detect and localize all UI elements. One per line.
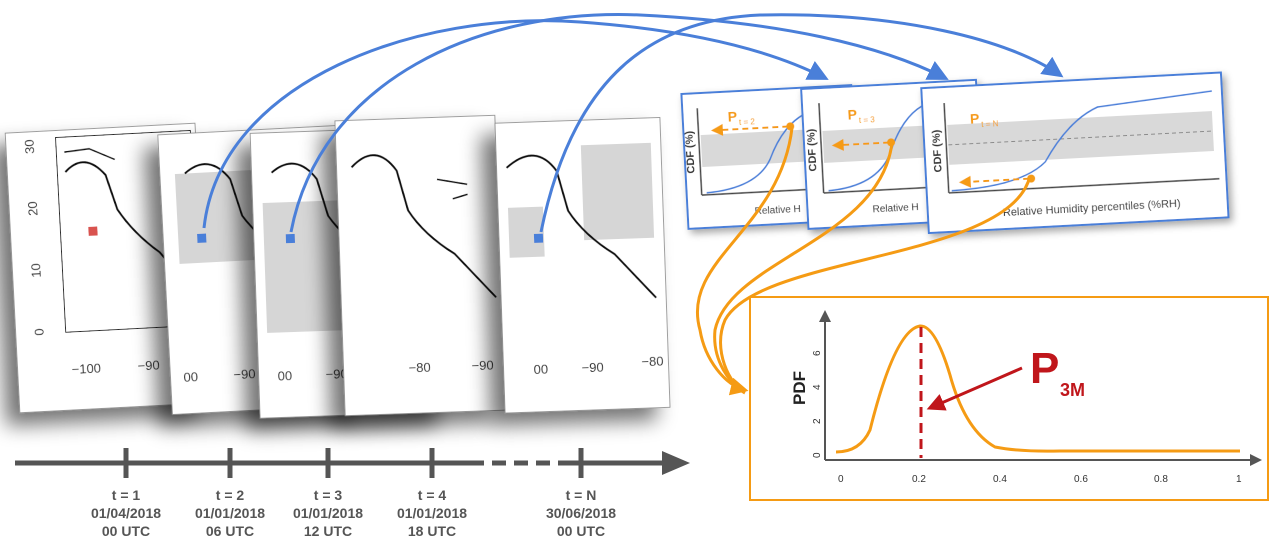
lon-tick: −100 xyxy=(71,360,101,377)
pdf-panel: PDF 0 2 4 6 0 0.2 0.4 0.6 0.8 1 P 3M xyxy=(749,296,1269,501)
p3m-arrow xyxy=(926,366,1023,411)
timeline-date: 30/06/2018 xyxy=(546,505,616,521)
p3m-label: P xyxy=(1030,344,1059,393)
timeline-t: t = N xyxy=(566,487,597,503)
pdf-y-tick: 0 xyxy=(812,452,823,458)
pdf-curve xyxy=(835,324,1240,454)
orange-arrows xyxy=(696,127,1032,396)
pdf-x-tick: 0.4 xyxy=(993,474,1007,485)
timeline-time: 06 UTC xyxy=(206,523,254,539)
timeline-date: 01/01/2018 xyxy=(293,505,363,521)
cdf-y-axis xyxy=(943,103,950,193)
cdf-p-label: P xyxy=(847,106,857,122)
pdf-x-tick: 0.8 xyxy=(1154,474,1168,485)
cdf-ylabel: CDF (%) xyxy=(930,129,944,173)
cdf-p-label: P xyxy=(727,108,737,124)
pdf-x-tick: 0 xyxy=(838,474,844,485)
timeline-t: t = 4 xyxy=(418,487,447,503)
lon-tick: −90 xyxy=(233,366,256,382)
pdf-ylabel: PDF xyxy=(790,371,809,405)
lon-tick: −90 xyxy=(581,360,604,376)
cdf-y-axis xyxy=(818,103,825,194)
timeline-time: 00 UTC xyxy=(557,523,605,539)
lon-tick: 00 xyxy=(277,368,292,383)
timeline-t: t = 2 xyxy=(216,487,245,503)
timeline-date: 01/01/2018 xyxy=(195,505,265,521)
lon-tick: −80 xyxy=(408,360,431,376)
lat-tick-20: 20 xyxy=(25,201,41,216)
cdf-panel-tn: CDF (%) P t = N Relative Humidity percen… xyxy=(920,71,1230,235)
timeline-date: 01/04/2018 xyxy=(91,505,161,521)
cdf-xlabel: Relative H xyxy=(754,204,801,217)
timeline-t: t = 1 xyxy=(112,487,141,503)
lat-tick-10: 10 xyxy=(28,263,44,278)
pdf-x-tick: 0.6 xyxy=(1074,474,1088,485)
cdf-ylabel: CDF (%) xyxy=(805,128,819,172)
timeline: t = 1 01/04/2018 00 UTC t = 2 01/01/2018… xyxy=(15,448,690,539)
point-marker-blue xyxy=(197,233,207,243)
timeline-time: 12 UTC xyxy=(304,523,352,539)
lon-tick: 00 xyxy=(533,362,548,377)
lat-tick-0: 0 xyxy=(31,328,46,336)
pdf-x-tick: 1 xyxy=(1236,474,1242,485)
pdf-x-tick: 0.2 xyxy=(912,474,926,485)
pdf-y-tick: 2 xyxy=(812,418,823,424)
cdf-p-sub: t = 3 xyxy=(859,115,876,125)
map-frame-t4: −80 −90 xyxy=(334,114,506,417)
lon-tick: −80 xyxy=(641,353,664,369)
timeline-arrowhead xyxy=(662,451,690,475)
cdf-p-sub: t = N xyxy=(981,119,999,129)
map-frame-tn: 00 −90 −80 xyxy=(494,117,671,414)
lon-tick: 00 xyxy=(183,369,198,385)
lon-tick: −90 xyxy=(471,357,494,373)
timeline-time: 00 UTC xyxy=(102,523,150,539)
point-marker-red xyxy=(88,226,98,236)
lon-tick: −90 xyxy=(137,357,160,373)
p3m-sub: 3M xyxy=(1060,380,1085,400)
point-marker-blue xyxy=(533,233,544,243)
cdf-x-axis xyxy=(948,177,1220,194)
point-marker-blue xyxy=(285,233,296,244)
blue-arrows xyxy=(202,13,1064,233)
lat-tick-30: 30 xyxy=(22,139,38,154)
lon-tick: −90 xyxy=(325,366,348,382)
timeline-t: t = 3 xyxy=(314,487,343,503)
cdf-xlabel: Relative H xyxy=(872,202,919,215)
pdf-y-tick: 6 xyxy=(812,350,823,356)
timeline-time: 18 UTC xyxy=(408,523,456,539)
timeline-date: 01/01/2018 xyxy=(397,505,467,521)
cdf-p-sub: t = 2 xyxy=(739,117,756,127)
cdf-y-axis xyxy=(696,108,703,196)
cdf-p-label: P xyxy=(970,110,980,126)
cdf-ylabel: CDF (%) xyxy=(683,130,697,174)
pdf-y-tick: 4 xyxy=(812,384,823,390)
